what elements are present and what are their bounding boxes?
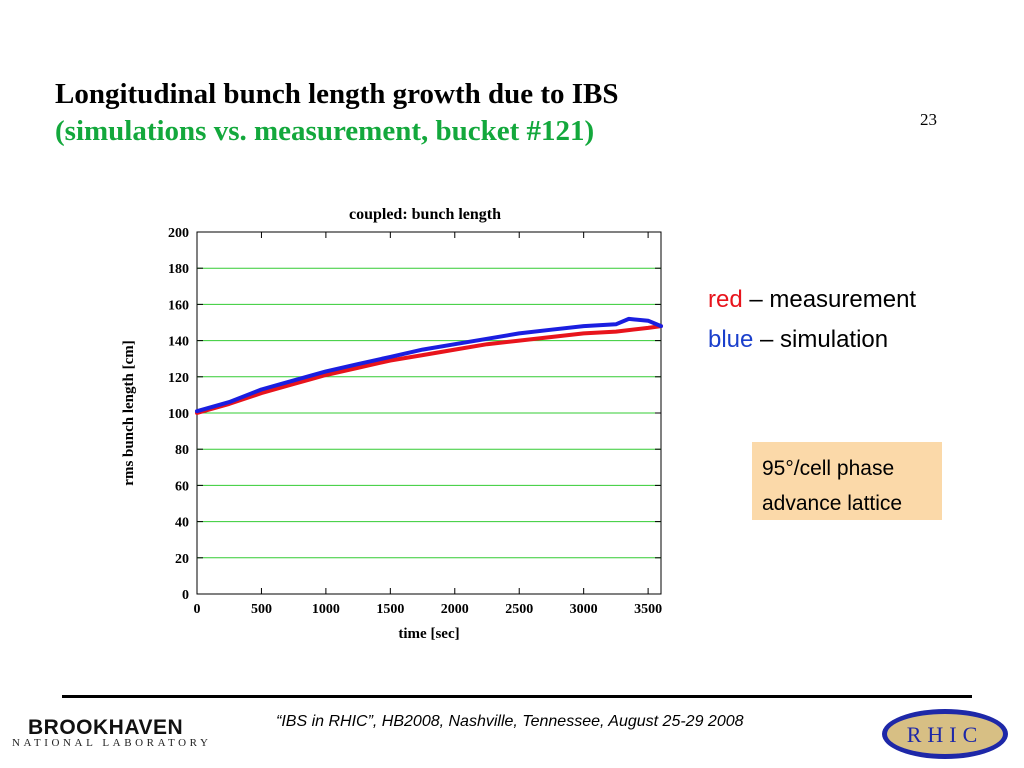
y-tick-label: 100: [168, 407, 189, 422]
rhic-logo-text: RHIC: [906, 722, 984, 747]
lattice-note-line2: advance lattice: [762, 492, 903, 515]
x-tick-label: 2000: [441, 602, 469, 617]
y-tick-label: 0: [182, 588, 189, 603]
legend-measurement: red – measurement: [708, 280, 916, 320]
x-tick-label: 3000: [570, 602, 598, 617]
y-tick-label: 160: [168, 298, 189, 313]
rhic-logo: RHIC: [882, 709, 1008, 759]
y-tick-label: 120: [168, 371, 189, 386]
slide-subtitle: (simulations vs. measurement, bucket #12…: [55, 115, 595, 147]
footer-citation: “IBS in RHIC”, HB2008, Nashville, Tennes…: [276, 713, 744, 730]
legend-blue-word: blue: [708, 326, 754, 353]
x-tick-label: 1500: [376, 602, 404, 617]
y-tick-label: 80: [175, 443, 189, 458]
chart-title: coupled: bunch length: [349, 206, 501, 223]
legend: red – measurement blue – simulation: [708, 280, 916, 360]
series-line-measurement: [195, 324, 663, 415]
slide-number: 23: [920, 110, 937, 129]
rhic-logo-inner: RHIC: [887, 714, 1003, 754]
series-line-simulation: [195, 316, 663, 414]
y-tick-label: 180: [168, 262, 189, 277]
brookhaven-logo: BROOKHAVEN NATIONAL LABORATORY: [12, 716, 270, 749]
legend-red-word: red: [708, 286, 743, 313]
legend-simulation-text: – simulation: [753, 326, 889, 353]
lattice-note-box: 95°/cell phase advance lattice: [752, 442, 942, 520]
y-tick-label: 140: [168, 335, 189, 350]
y-tick-label: 20: [175, 552, 189, 567]
x-tick-label: 2500: [505, 602, 533, 617]
legend-measurement-text: – measurement: [742, 286, 917, 313]
x-tick-label: 3500: [634, 602, 662, 617]
x-tick-label: 0: [194, 602, 201, 617]
chart-series: [195, 316, 663, 415]
x-tick-label: 1000: [312, 602, 340, 617]
legend-simulation: blue – simulation: [708, 320, 916, 360]
slide-title: Longitudinal bunch length growth due to …: [55, 78, 619, 110]
y-tick-label: 60: [175, 479, 189, 494]
y-tick-label: 40: [175, 516, 189, 531]
footer-divider: [62, 695, 972, 698]
lattice-note-line1: 95°/cell phase: [762, 457, 895, 480]
brookhaven-logo-sub: NATIONAL LABORATORY: [12, 737, 212, 749]
chart-x-axis-label: time [sec]: [398, 626, 459, 642]
x-tick-label: 500: [251, 602, 272, 617]
y-tick-label: 200: [168, 226, 189, 241]
chart-y-axis-label: rms bunch length [cm]: [121, 340, 137, 485]
chart-gridlines: [197, 267, 661, 559]
brookhaven-logo-main: BROOKHAVEN: [28, 716, 184, 739]
